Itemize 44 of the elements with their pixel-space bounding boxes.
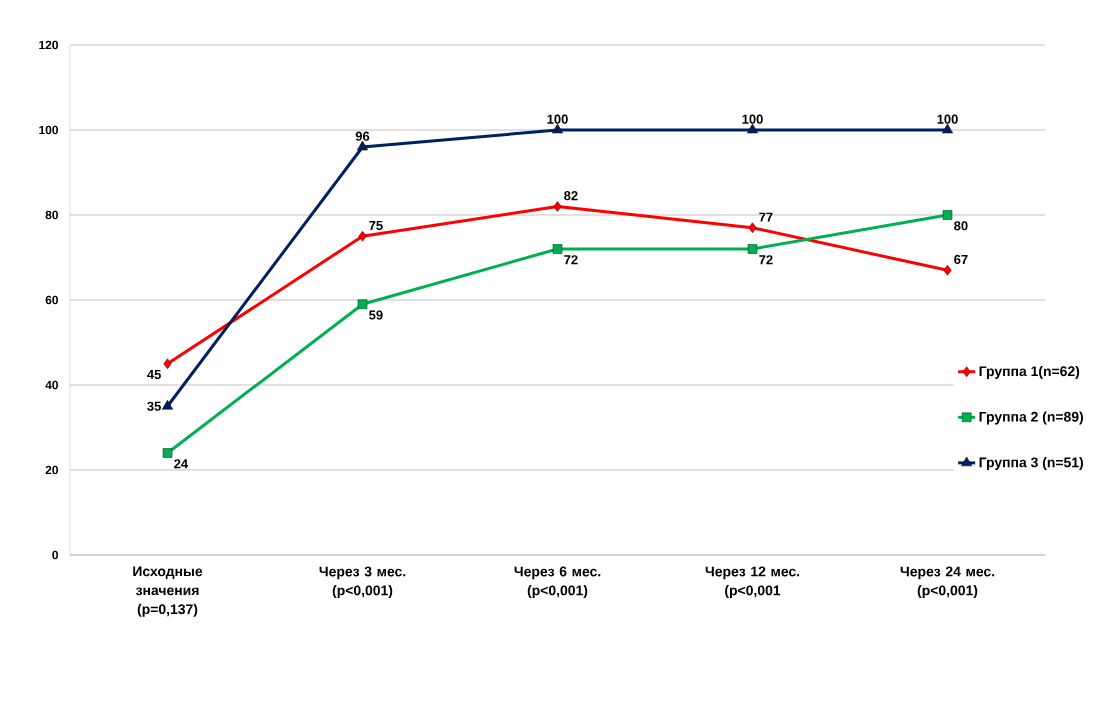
data-label: 100: [937, 114, 958, 124]
data-label: 72: [564, 255, 578, 265]
point: [942, 123, 953, 134]
legend-label: Группа 1(n=62): [979, 365, 1080, 379]
point: [162, 448, 173, 458]
data-label: 59: [369, 310, 383, 320]
legend-label: Группа 3 (n=51): [979, 457, 1083, 471]
data-label: 24: [174, 459, 189, 469]
point: [552, 123, 563, 134]
x-tick-label: Через 6 мес. (p<0,001): [514, 566, 601, 599]
point: [943, 264, 952, 276]
y-tick-label: 60: [45, 295, 58, 305]
data-label: 67: [954, 254, 968, 265]
data-label: 96: [355, 131, 370, 141]
x-tick-label: Через 24 мес. (p<0,001): [900, 566, 995, 599]
point: [163, 358, 172, 370]
point: [357, 140, 368, 151]
data-label: 75: [369, 221, 383, 231]
y-tick-label: 100: [39, 125, 58, 135]
y-tick-label: 80: [45, 210, 58, 220]
data-label: 80: [954, 221, 968, 231]
legend-label: Группа 2 (n=89): [979, 411, 1083, 425]
point: [553, 201, 562, 212]
data-label: 72: [759, 255, 773, 265]
point: [942, 210, 953, 220]
x-tick-label: Через 12 мес. (p<0,001: [705, 566, 800, 599]
x-tick-label: Через 3 мес. (p<0,001): [319, 566, 406, 599]
point: [748, 222, 757, 234]
y-tick-label: 40: [45, 380, 58, 390]
data-label: 45: [147, 369, 161, 379]
point: [552, 244, 563, 254]
data-label: 100: [742, 114, 763, 124]
point: [357, 299, 368, 310]
y-tick-label: 120: [39, 40, 58, 50]
point: [358, 230, 367, 242]
data-label: 35: [147, 401, 161, 411]
x-tick-label: Исходные значения (p=0,137): [133, 566, 203, 617]
point: [747, 123, 758, 134]
data-label: 77: [759, 212, 773, 222]
data-label: 100: [547, 114, 568, 124]
y-tick-label: 0: [52, 550, 58, 560]
data-label: 82: [564, 191, 578, 201]
y-tick-label: 20: [45, 465, 58, 475]
point: [747, 244, 758, 254]
